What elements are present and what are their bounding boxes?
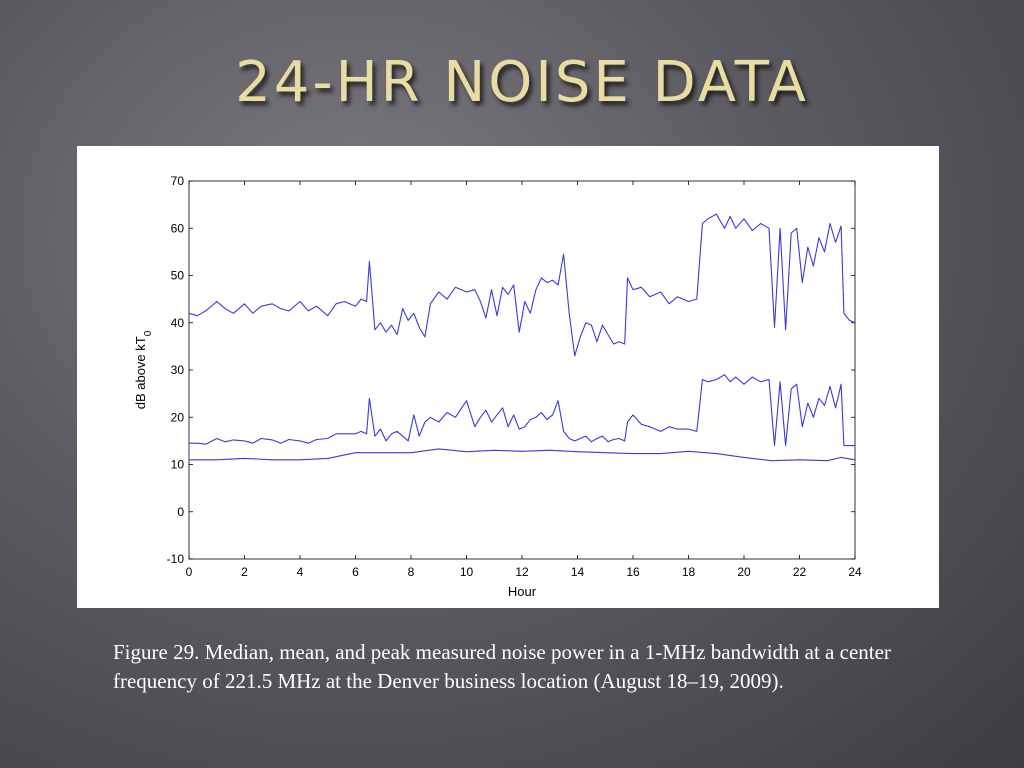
y-tick-label: 0 bbox=[177, 505, 184, 519]
y-tick-label: 20 bbox=[171, 410, 185, 424]
figure-caption: Figure 29. Median, mean, and peak measur… bbox=[113, 640, 891, 693]
series-line-1 bbox=[188, 213, 856, 357]
x-tick-label: 24 bbox=[848, 565, 862, 579]
plot-area-frame bbox=[188, 180, 856, 560]
y-tick-label: 60 bbox=[171, 221, 185, 235]
x-axis-label: Hour bbox=[508, 584, 537, 599]
noise-line-chart: 0 2 4 6 8 10 12 14 16 18 20 22 24-10010203040506070H… bbox=[133, 174, 862, 599]
slide-title: 24-HR NOISE DATA bbox=[235, 50, 809, 115]
series-line-3 bbox=[189, 448, 856, 462]
x-tick-label: 2 bbox=[241, 565, 248, 579]
y-tick-label: 30 bbox=[171, 363, 185, 377]
chart-panel: 0 2 4 6 8 10 12 14 16 18 20 22 24 -10 0 10 20 30 40 50 60 70 H… bbox=[77, 146, 939, 608]
series-line-2 bbox=[189, 374, 855, 447]
x-tick-label: 18 bbox=[682, 565, 696, 579]
y-tick-label: 40 bbox=[171, 316, 185, 330]
y-tick-label: 70 bbox=[171, 174, 185, 188]
x-tick-label: 20 bbox=[737, 565, 751, 579]
x-tick-label: 8 bbox=[408, 565, 415, 579]
x-tick-label: 0 bbox=[186, 565, 193, 579]
y-tick-label: -10 bbox=[167, 552, 185, 566]
x-tick-label: 10 bbox=[460, 565, 474, 579]
x-tick-label: 14 bbox=[571, 565, 585, 579]
y-tick-label: 10 bbox=[171, 458, 185, 472]
x-tick-label: 6 bbox=[352, 565, 359, 579]
x-tick-label: 22 bbox=[793, 565, 807, 579]
x-tick-label: 4 bbox=[297, 565, 304, 579]
y-tick-label: 50 bbox=[171, 269, 185, 283]
x-tick-label: 12 bbox=[515, 565, 529, 579]
x-tick-label: 16 bbox=[626, 565, 640, 579]
y-axis-label: dB above kT0 bbox=[133, 330, 154, 409]
